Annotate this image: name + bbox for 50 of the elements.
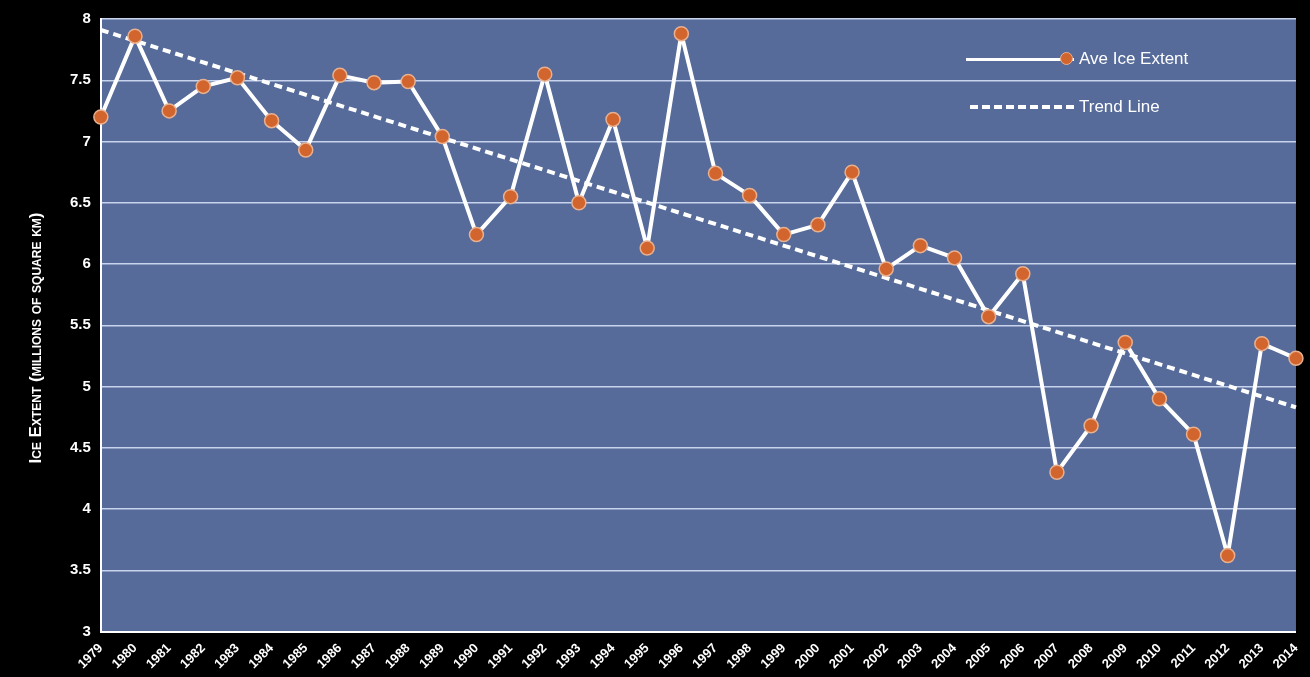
point bbox=[537, 66, 553, 82]
point bbox=[297, 142, 314, 158]
point bbox=[776, 226, 792, 243]
point bbox=[571, 195, 587, 211]
y-tick-label: 7 bbox=[82, 131, 91, 149]
legend-label: Trend Line bbox=[1078, 97, 1160, 117]
point bbox=[946, 250, 963, 266]
y-tick-label: 4.5 bbox=[69, 437, 91, 455]
y-axis-title: Ice Extent (millions of square km) bbox=[26, 212, 46, 464]
point bbox=[707, 165, 724, 182]
point bbox=[434, 128, 451, 145]
y-tick-label: 6 bbox=[82, 254, 91, 272]
y-tick-label: 3.5 bbox=[69, 560, 91, 578]
y-tick-label: 6.5 bbox=[69, 192, 91, 210]
point bbox=[639, 240, 655, 256]
point bbox=[502, 188, 519, 205]
point bbox=[263, 112, 280, 129]
point bbox=[1254, 335, 1270, 352]
point bbox=[1117, 334, 1133, 351]
point bbox=[1219, 547, 1236, 564]
point bbox=[1049, 464, 1065, 481]
point bbox=[1015, 266, 1031, 282]
point bbox=[741, 187, 758, 204]
point bbox=[332, 67, 348, 84]
point bbox=[93, 109, 109, 125]
point bbox=[161, 103, 177, 119]
point bbox=[810, 217, 826, 233]
y-tick-label: 5 bbox=[82, 376, 91, 394]
y-tick-label: 5.5 bbox=[69, 315, 91, 333]
y-tick-label: 4 bbox=[82, 499, 92, 517]
point bbox=[980, 308, 997, 325]
y-tick-label: 3 bbox=[82, 621, 91, 639]
point bbox=[673, 25, 690, 42]
point bbox=[366, 74, 382, 91]
point bbox=[912, 237, 929, 254]
point bbox=[468, 226, 485, 243]
y-tick-label: 7.5 bbox=[69, 70, 91, 88]
point bbox=[229, 70, 246, 86]
point bbox=[878, 261, 894, 277]
point bbox=[1151, 391, 1168, 407]
point bbox=[844, 164, 860, 180]
point bbox=[195, 78, 212, 95]
point bbox=[1083, 417, 1099, 434]
point bbox=[1288, 350, 1304, 367]
point bbox=[127, 28, 143, 44]
point bbox=[400, 73, 416, 90]
y-tick-label: 8 bbox=[82, 9, 91, 27]
point bbox=[1185, 426, 1202, 443]
legend-label: Ave Ice Extent bbox=[1078, 49, 1189, 69]
point bbox=[605, 111, 621, 128]
